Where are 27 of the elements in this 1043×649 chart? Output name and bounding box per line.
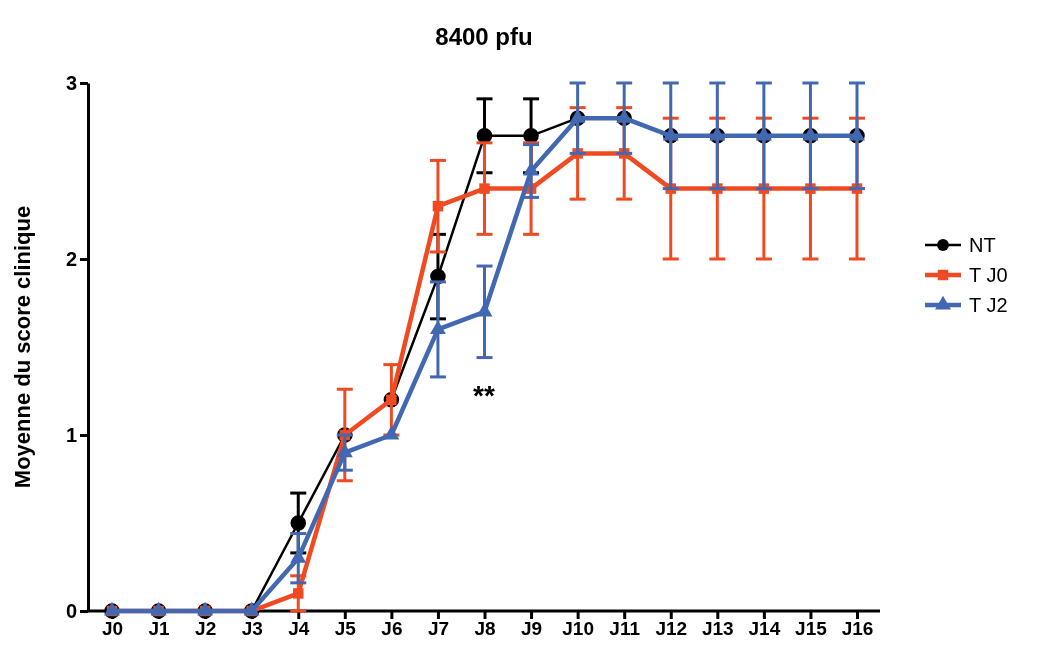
legend-label: NT [969,234,996,256]
x-tick-label: J10 [562,618,594,640]
y-axis-title: Moyenne du score clinique [10,205,35,489]
chart-title: 8400 pfu [435,23,533,50]
y-tick-label: 1 [65,423,77,446]
y-tick-label: 2 [65,247,77,270]
x-tick-label: J12 [655,618,688,640]
x-tick-label: J2 [195,618,217,640]
x-tick-label: J5 [334,618,357,640]
x-tick-label: J4 [288,618,310,640]
x-tick-label: J9 [520,618,543,640]
x-tick-label: J7 [427,618,450,640]
x-tick-label: J1 [148,618,171,640]
legend-label: T J0 [969,264,1008,286]
y-tick-label: 0 [65,599,77,622]
x-tick-label: J14 [748,618,781,640]
x-tick-label: J6 [381,618,403,640]
x-tick-label: J8 [474,618,496,640]
legend-label: T J2 [969,294,1008,316]
x-tick-label: J3 [241,618,263,640]
annotation: ** [473,380,495,411]
x-tick-label: J13 [701,618,734,640]
y-tick-label: 3 [65,71,77,94]
x-tick-label: J15 [795,618,828,640]
x-tick-label: J0 [101,618,124,640]
x-tick-label: J11 [609,618,641,640]
x-tick-label: J16 [841,618,874,640]
